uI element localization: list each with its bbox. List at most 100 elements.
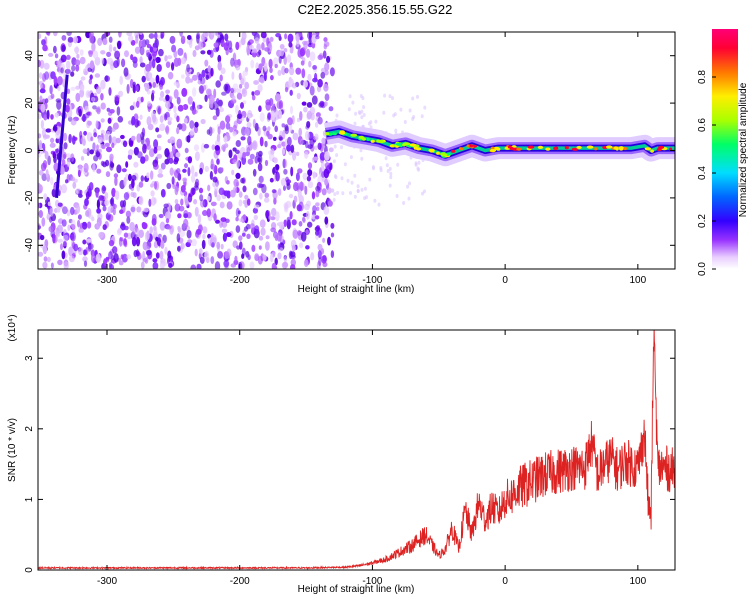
noise-speck bbox=[253, 214, 258, 221]
noise-speck bbox=[142, 143, 147, 154]
noise-speck bbox=[253, 204, 260, 209]
noise-speck bbox=[38, 33, 42, 39]
noise-speck bbox=[324, 93, 330, 101]
signal-hotspot bbox=[516, 147, 522, 151]
faint-speck bbox=[335, 153, 339, 158]
faint-speck bbox=[416, 94, 419, 99]
noise-speck bbox=[138, 181, 144, 188]
noise-speck bbox=[223, 135, 228, 143]
noise-speck bbox=[183, 213, 189, 219]
noise-speck bbox=[309, 138, 315, 146]
noise-speck bbox=[199, 167, 203, 175]
spectrogram-ytick-label: 40 bbox=[24, 50, 35, 62]
noise-speck bbox=[215, 219, 220, 224]
signal-hotspot bbox=[332, 132, 337, 136]
noise-speck bbox=[84, 198, 89, 207]
noise-speck bbox=[185, 200, 189, 205]
noise-speck bbox=[103, 258, 108, 267]
noise-speck bbox=[95, 120, 99, 129]
noise-speck bbox=[296, 40, 300, 48]
noise-speck bbox=[191, 174, 196, 183]
noise-speck bbox=[128, 149, 134, 156]
faint-speck bbox=[402, 201, 406, 205]
noise-speck bbox=[232, 240, 238, 248]
noise-speck bbox=[217, 126, 221, 135]
noise-speck bbox=[290, 264, 296, 269]
noise-speck bbox=[312, 156, 319, 161]
noise-speck bbox=[80, 83, 85, 91]
noise-speck bbox=[62, 206, 68, 215]
noise-speck bbox=[252, 48, 258, 54]
noise-speck bbox=[202, 210, 208, 216]
noise-speck bbox=[244, 127, 250, 137]
faint-speck bbox=[392, 113, 396, 118]
noise-speck bbox=[259, 75, 265, 84]
noise-speck bbox=[151, 50, 158, 57]
noise-speck bbox=[168, 157, 174, 164]
noise-speck bbox=[194, 151, 200, 161]
noise-speck bbox=[75, 204, 81, 214]
noise-speck bbox=[38, 202, 41, 209]
noise-speck bbox=[261, 42, 265, 51]
noise-speck bbox=[305, 48, 311, 58]
noise-speck bbox=[38, 225, 42, 230]
noise-speck bbox=[180, 57, 187, 65]
noise-speck bbox=[314, 121, 319, 128]
noise-speck bbox=[303, 106, 308, 113]
noise-speck bbox=[38, 210, 43, 218]
snr-ytick-label: 2 bbox=[24, 426, 35, 432]
noise-speck bbox=[180, 35, 186, 45]
noise-speck bbox=[146, 143, 151, 150]
noise-speck bbox=[64, 68, 71, 74]
noise-speck bbox=[138, 39, 143, 49]
noise-speck bbox=[319, 100, 325, 107]
noise-speck bbox=[106, 146, 112, 153]
noise-speck bbox=[50, 114, 54, 120]
noise-speck bbox=[213, 213, 217, 222]
faint-speck bbox=[349, 191, 352, 195]
noise-speck bbox=[101, 144, 106, 150]
noise-speck bbox=[257, 162, 263, 172]
noise-speck bbox=[278, 100, 284, 110]
noise-speck bbox=[180, 185, 186, 193]
noise-speck bbox=[279, 44, 285, 50]
noise-speck bbox=[112, 207, 116, 216]
snr-xtick-label: 0 bbox=[502, 576, 508, 587]
noise-speck bbox=[247, 158, 254, 165]
noise-speck bbox=[38, 133, 42, 139]
noise-speck bbox=[291, 82, 297, 89]
noise-speck bbox=[44, 134, 50, 139]
noise-speck bbox=[177, 104, 184, 112]
noise-speck bbox=[56, 100, 62, 110]
noise-speck bbox=[46, 256, 51, 263]
signal-hotspot bbox=[618, 146, 624, 150]
noise-speck bbox=[303, 259, 309, 267]
noise-speck bbox=[87, 120, 92, 126]
noise-speck bbox=[289, 89, 293, 96]
colorbar-tick-label: 0.6 bbox=[697, 118, 708, 132]
faint-speck bbox=[423, 105, 427, 110]
snr-ytick-label: 1 bbox=[24, 496, 35, 502]
noise-speck bbox=[241, 253, 245, 259]
noise-speck bbox=[169, 167, 174, 176]
noise-speck bbox=[306, 121, 311, 128]
noise-speck bbox=[303, 203, 310, 211]
noise-speck bbox=[82, 221, 87, 227]
noise-speck bbox=[71, 135, 76, 145]
noise-speck bbox=[302, 216, 306, 222]
noise-speck bbox=[88, 78, 93, 85]
snr-panel: -300 -200 -100 0 100 0 1 2 3 Height of straight … bbox=[7, 314, 676, 595]
noise-speck bbox=[157, 106, 161, 115]
noise-speck bbox=[140, 156, 146, 164]
colorbar-ticks: 0.0 0.2 0.4 0.6 0.8 bbox=[697, 70, 716, 276]
noise-speck bbox=[136, 227, 140, 238]
noise-speck bbox=[151, 58, 156, 69]
noise-speck bbox=[130, 204, 136, 214]
noise-speck bbox=[123, 177, 127, 187]
noise-speck bbox=[139, 56, 143, 64]
noise-speck bbox=[138, 195, 144, 206]
noise-speck bbox=[186, 64, 191, 73]
noise-speck bbox=[214, 145, 220, 151]
noise-speck bbox=[236, 113, 243, 119]
